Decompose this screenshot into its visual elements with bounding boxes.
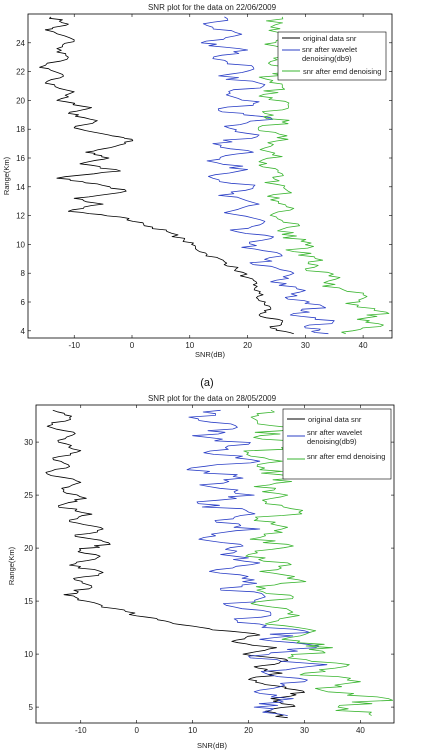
- legend-b-label-emd: snr after emd denoising: [307, 452, 386, 461]
- legend-b-label-wavelet: snr after wavelet denoising(db9): [307, 428, 363, 446]
- legend-label-wavelet: snr after wavelet denoising(db9): [302, 45, 358, 63]
- y-tick-label: 10: [24, 650, 33, 659]
- y-tick-label: 18: [16, 125, 25, 134]
- x-tick-label: -10: [75, 726, 87, 735]
- chart-panel-b: SNR plot for the data on 28/05/2009 -10 0…: [7, 394, 395, 750]
- x-tick-label: 30: [301, 341, 310, 350]
- chart-a-xlabel: SNR(dB): [195, 350, 226, 359]
- chart-b-series: [45, 409, 394, 719]
- series-original-line: [39, 16, 294, 335]
- chart-b-ylabel: Range(Km): [7, 546, 16, 585]
- legend-label-wavelet-wrap: snr after wavelet denoising(db9): [302, 45, 358, 63]
- x-tick-label: 40: [359, 341, 368, 350]
- legend-label-original: original data snr: [303, 34, 357, 43]
- y-tick-label: 22: [16, 68, 25, 77]
- series-wavelet-line: [186, 409, 328, 716]
- chart-panel-a: SNR plot for the data on 22/06/2009 -10 0…: [2, 3, 393, 389]
- x-tick-label: -10: [68, 341, 80, 350]
- chart-a-ylabel: Range(Km): [2, 156, 11, 195]
- legend-label-emd: snr after emd denoising: [303, 67, 381, 76]
- y-tick-label: 8: [21, 269, 26, 278]
- series-emd-line: [243, 409, 394, 716]
- y-tick-label: 20: [16, 96, 25, 105]
- y-tick-label: 15: [24, 597, 33, 606]
- chart-a-legend-box: [277, 31, 387, 81]
- legend-b-label-emd-wrap: snr after emd denoising: [307, 452, 386, 461]
- chart-b-title: SNR plot for the data on 28/05/2009: [148, 394, 277, 403]
- y-tick-label: 10: [16, 240, 25, 249]
- x-tick-label: 10: [185, 341, 194, 350]
- x-tick-label: 20: [244, 726, 253, 735]
- chart-a-title: SNR plot for the data on 22/06/2009: [148, 3, 277, 12]
- y-tick-label: 24: [16, 39, 25, 48]
- y-tick-label: 25: [24, 491, 33, 500]
- y-tick-label: 12: [16, 212, 25, 221]
- x-tick-label: 20: [243, 341, 252, 350]
- legend-b-label-original: original data snr: [308, 415, 362, 424]
- x-tick-label: 40: [356, 726, 365, 735]
- y-tick-label: 20: [24, 544, 33, 553]
- chart-a-legend: original data snr snr after wavelet deno…: [277, 31, 387, 81]
- y-tick-label: 5: [29, 703, 34, 712]
- chart-b-axes: -10 0 10 20 30 40 5 10 15 20 25 30: [24, 405, 394, 735]
- legend-b-label-wavelet-wrap: snr after wavelet denoising(db9): [307, 428, 363, 446]
- y-tick-label: 16: [16, 154, 25, 163]
- series-original-line: [45, 409, 305, 719]
- y-tick-label: 14: [16, 183, 25, 192]
- x-tick-label: 0: [130, 341, 135, 350]
- series-wavelet-line: [200, 16, 335, 335]
- y-tick-label: 4: [21, 327, 26, 336]
- chart-b-legend-box: [282, 408, 392, 480]
- chart-b-legend: original data snr snr after wavelet deno…: [282, 408, 392, 480]
- chart-a-caption: (a): [200, 377, 213, 389]
- y-tick-label: 6: [21, 298, 26, 307]
- chart-a-axes: -10 0 10 20 30 40 4 6 8 10 12 14 16 18 20 22 24: [16, 14, 392, 350]
- x-tick-label: 10: [188, 726, 197, 735]
- x-tick-label: 0: [134, 726, 139, 735]
- chart-b-xlabel: SNR(dB): [197, 741, 228, 750]
- y-tick-label: 30: [24, 438, 33, 447]
- x-tick-label: 30: [300, 726, 309, 735]
